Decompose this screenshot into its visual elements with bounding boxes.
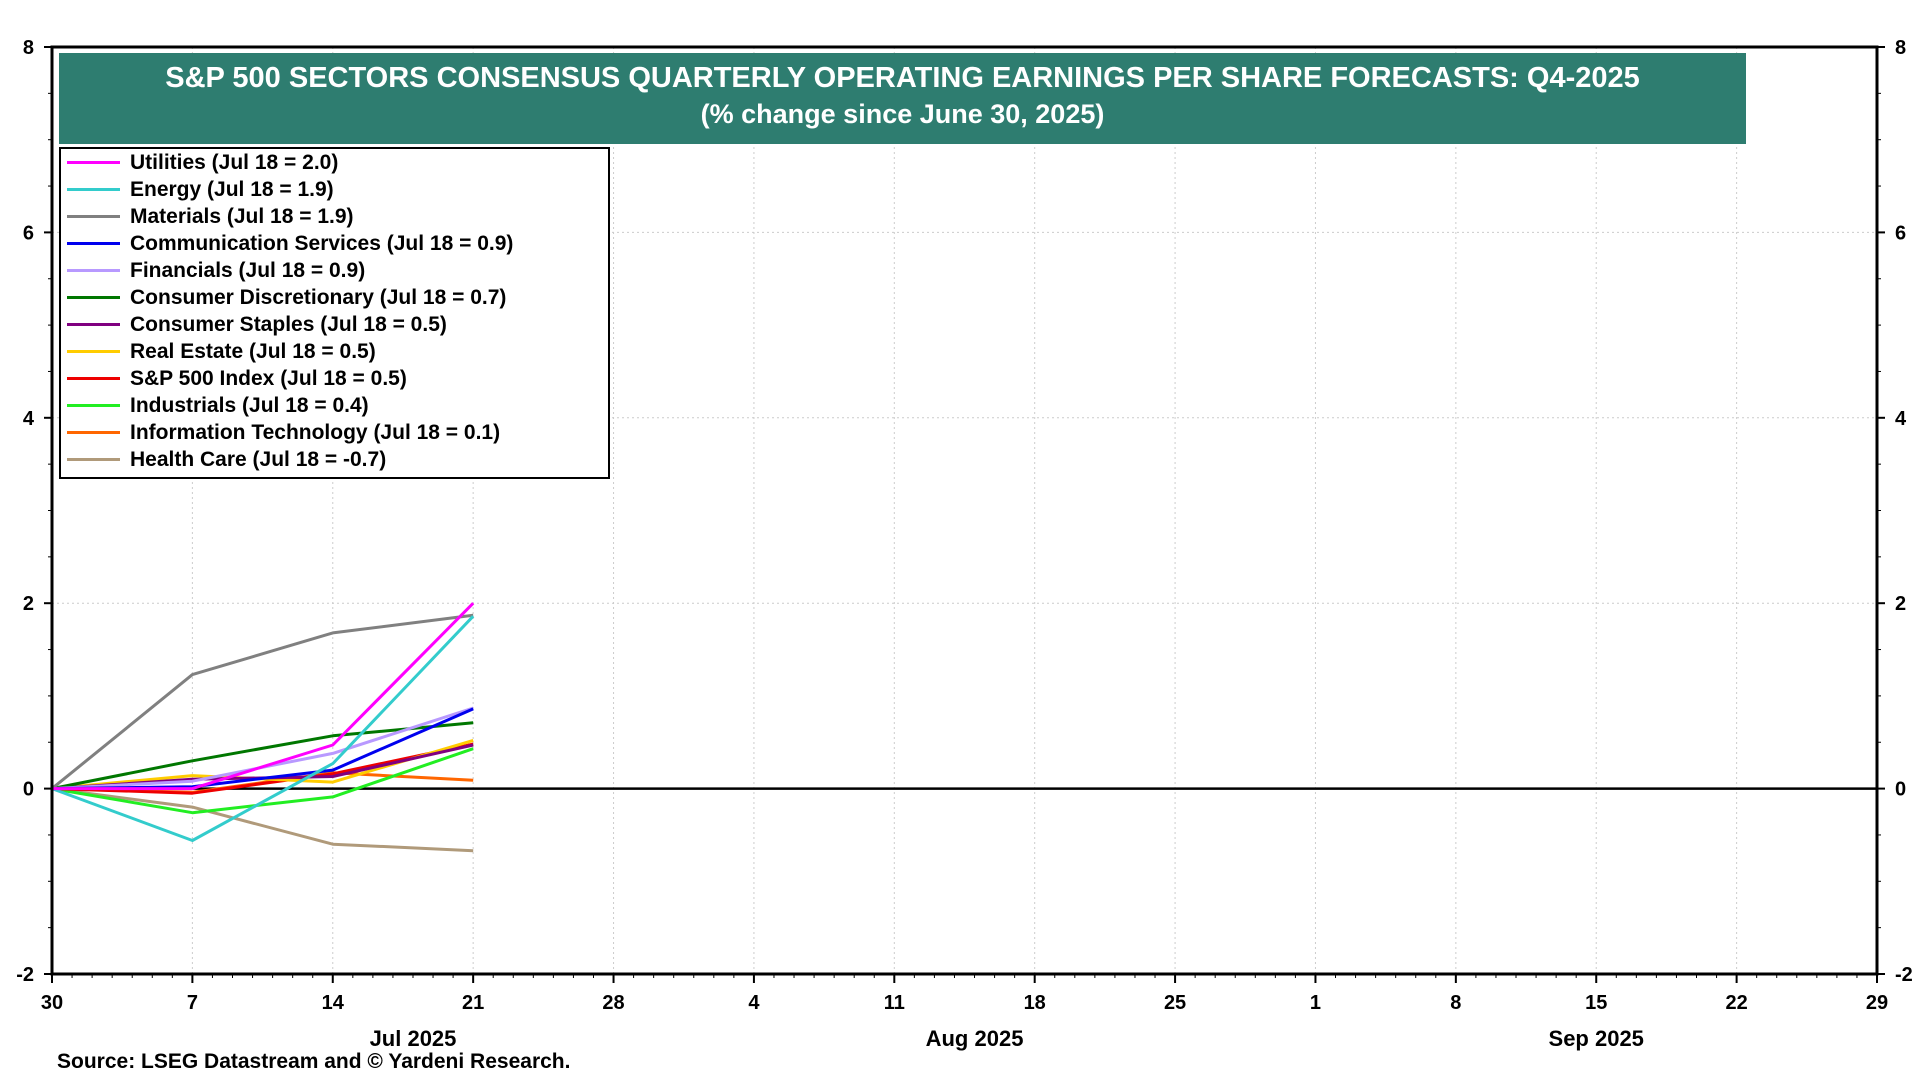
- x-tick-label: 30: [41, 992, 63, 1014]
- legend-item: Health Care (Jul 18 = -0.7): [61, 446, 608, 473]
- series-line: [51, 787, 474, 853]
- legend-item: Industrials (Jul 18 = 0.4): [61, 392, 608, 419]
- legend-item: Consumer Staples (Jul 18 = 0.5): [61, 311, 608, 338]
- legend-item: Information Technology (Jul 18 = 0.1): [61, 419, 608, 446]
- legend-label: Consumer Staples (Jul 18 = 0.5): [130, 313, 447, 336]
- x-tick-label: 15: [1585, 992, 1607, 1014]
- y-tick-label-right: 8: [1895, 37, 1906, 59]
- y-tick-label-right: 0: [1895, 779, 1906, 801]
- y-tick-label-left: 4: [23, 408, 35, 430]
- legend-swatch: [67, 161, 120, 164]
- legend-label: Utilities (Jul 18 = 2.0): [130, 151, 339, 174]
- series-line: [51, 615, 475, 842]
- legend-label: Communication Services (Jul 18 = 0.9): [130, 232, 514, 255]
- y-tick-label-left: 8: [23, 37, 34, 59]
- legend-swatch: [67, 458, 120, 461]
- series-line: [51, 747, 474, 815]
- x-month-label: Jul 2025: [370, 1026, 457, 1051]
- x-tick-label: 4: [748, 992, 760, 1014]
- legend-label: Industrials (Jul 18 = 0.4): [130, 394, 369, 417]
- x-tick-label: 22: [1725, 992, 1747, 1014]
- legend-item: Real Estate (Jul 18 = 0.5): [61, 338, 608, 365]
- series-line: [52, 602, 475, 791]
- y-tick-label-right: 6: [1895, 222, 1906, 244]
- x-tick-label: 11: [884, 992, 905, 1014]
- x-tick-label: 18: [1024, 992, 1046, 1014]
- legend-swatch: [67, 323, 120, 326]
- x-month-label: Sep 2025: [1549, 1026, 1644, 1051]
- source-note: Source: LSEG Datastream and © Yardeni Re…: [57, 1050, 571, 1073]
- y-tick-label-left: 0: [23, 779, 34, 801]
- legend-item: Energy (Jul 18 = 1.9): [61, 176, 608, 203]
- x-tick-label: 1: [1310, 992, 1321, 1014]
- x-tick-label: 21: [462, 992, 484, 1014]
- legend-swatch: [67, 404, 120, 407]
- legend-swatch: [67, 215, 120, 218]
- y-tick-label-right: -2: [1895, 964, 1913, 986]
- legend-item: Communication Services (Jul 18 = 0.9): [61, 230, 608, 257]
- y-tick-label-right: 2: [1895, 593, 1906, 615]
- legend-swatch: [67, 296, 120, 299]
- legend-item: Financials (Jul 18 = 0.9): [61, 257, 608, 284]
- series-layer: [51, 602, 475, 853]
- legend-label: Consumer Discretionary (Jul 18 = 0.7): [130, 286, 507, 309]
- legend-swatch: [67, 431, 120, 434]
- legend-label: S&P 500 Index (Jul 18 = 0.5): [130, 367, 407, 390]
- legend-label: Real Estate (Jul 18 = 0.5): [130, 340, 376, 363]
- legend-item: S&P 500 Index (Jul 18 = 0.5): [61, 365, 608, 392]
- series-line: [51, 613, 474, 790]
- legend-label: Materials (Jul 18 = 1.9): [130, 205, 354, 228]
- y-tick-label-right: 4: [1895, 408, 1907, 430]
- y-tick-label-left: 2: [23, 593, 34, 615]
- legend-label: Financials (Jul 18 = 0.9): [130, 259, 366, 282]
- legend-item: Utilities (Jul 18 = 2.0): [61, 149, 608, 176]
- x-tick-label: 14: [322, 992, 345, 1014]
- x-month-label: Aug 2025: [926, 1026, 1024, 1051]
- legend-item: Consumer Discretionary (Jul 18 = 0.7): [61, 284, 608, 311]
- legend-label: Information Technology (Jul 18 = 0.1): [130, 421, 501, 444]
- legend-label: Health Care (Jul 18 = -0.7): [130, 448, 387, 471]
- legend-swatch: [67, 350, 120, 353]
- legend-label: Energy (Jul 18 = 1.9): [130, 178, 334, 201]
- legend-swatch: [67, 377, 120, 380]
- legend-swatch: [67, 269, 120, 272]
- x-tick-label: 28: [602, 992, 624, 1014]
- y-tick-label-left: 6: [23, 222, 34, 244]
- x-tick-label: 25: [1164, 992, 1186, 1014]
- chart-title-banner: S&P 500 SECTORS CONSENSUS QUARTERLY OPER…: [59, 53, 1746, 144]
- x-tick-label: 8: [1450, 992, 1461, 1014]
- chart-subtitle: (% change since June 30, 2025): [700, 99, 1105, 129]
- legend-swatch: [67, 188, 120, 191]
- grid-layer: [52, 47, 1877, 974]
- series-line: [51, 742, 474, 795]
- legend-swatch: [67, 242, 120, 245]
- x-tick-label: 7: [187, 992, 198, 1014]
- x-tick-label: 29: [1866, 992, 1888, 1014]
- legend: Utilities (Jul 18 = 2.0) Energy (Jul 18 =…: [59, 147, 610, 479]
- legend-item: Materials (Jul 18 = 1.9): [61, 203, 608, 230]
- y-tick-label-left: -2: [16, 964, 34, 986]
- chart-title: S&P 500 SECTORS CONSENSUS QUARTERLY OPER…: [165, 62, 1640, 94]
